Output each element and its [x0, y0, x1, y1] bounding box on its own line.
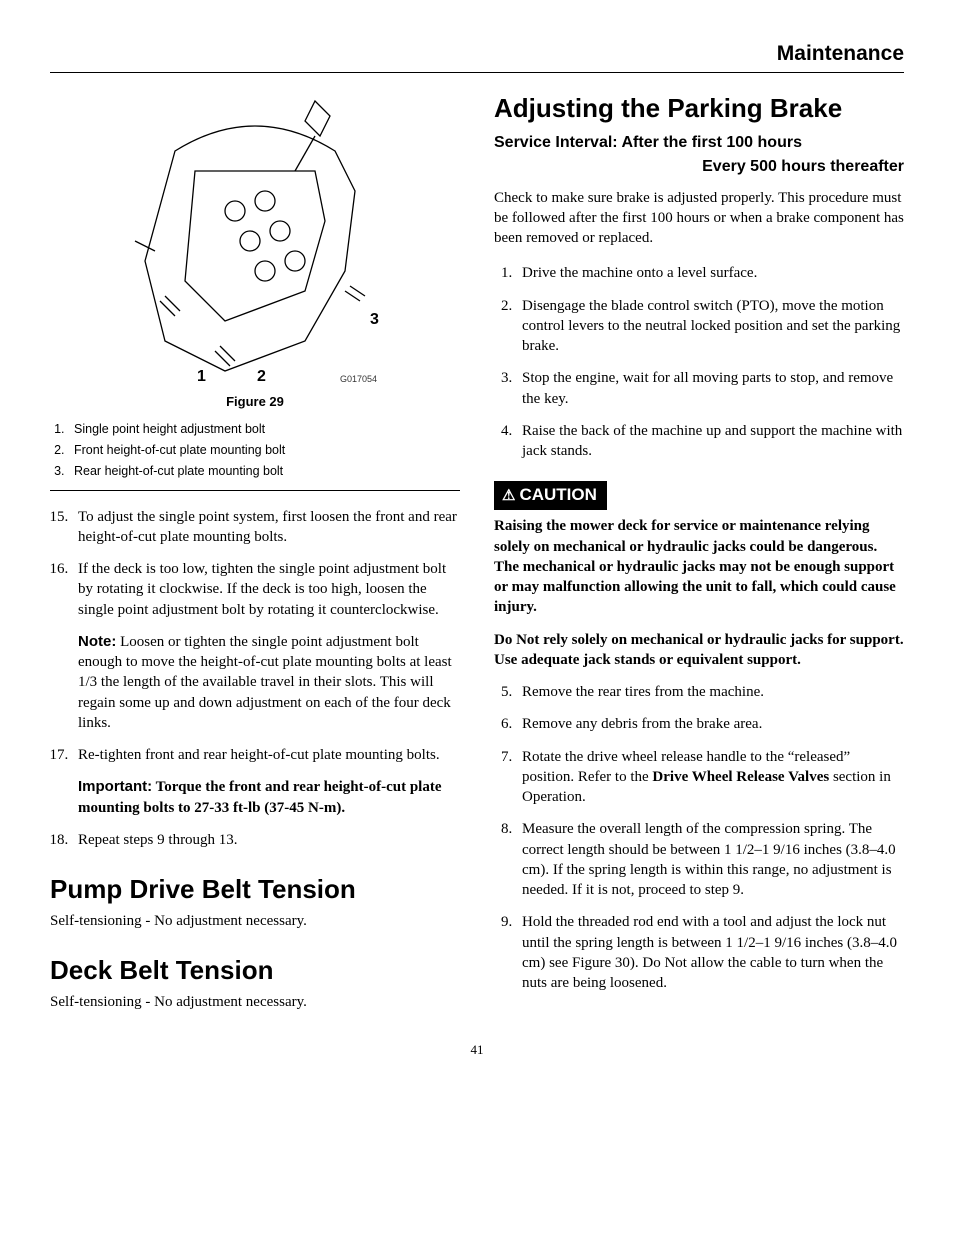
legend-item: Front height-of-cut plate mounting bolt	[68, 442, 460, 459]
step-16-text: If the deck is too low, tighten the sing…	[78, 561, 446, 618]
step-6: Remove any debris from the brake area.	[516, 714, 904, 734]
adjust-heading: Adjusting the Parking Brake	[494, 91, 904, 126]
step-17: Re-tighten front and rear height-of-cut …	[72, 745, 460, 818]
step-17-text: Re-tighten front and rear height-of-cut …	[78, 747, 440, 763]
pump-heading: Pump Drive Belt Tension	[50, 872, 460, 907]
procedure-list-right-a: Drive the machine onto a level surface. …	[494, 263, 904, 461]
caution-text: Raising the mower deck for service or ma…	[494, 516, 904, 670]
step-15: To adjust the single point system, first…	[72, 507, 460, 548]
right-column: Adjusting the Parking Brake Service Inte…	[494, 91, 904, 1012]
caution-badge: ⚠CAUTION	[494, 481, 607, 510]
deck-heading: Deck Belt Tension	[50, 953, 460, 988]
important-label: Important:	[78, 778, 152, 795]
step-5: Remove the rear tires from the machine.	[516, 682, 904, 702]
step-3: Stop the engine, wait for all moving par…	[516, 368, 904, 409]
warning-icon: ⚠	[502, 486, 515, 506]
caution-p2: Do Not rely solely on mechanical or hydr…	[494, 630, 904, 671]
note-label: Note:	[78, 633, 116, 650]
figure-callout-2: 2	[257, 366, 266, 388]
legend-item: Single point height adjustment bolt	[68, 421, 460, 438]
service-interval-1: Service Interval: After the first 100 ho…	[494, 132, 904, 154]
pump-body: Self-tensioning - No adjustment necessar…	[50, 911, 460, 931]
figure-29-image: 1 2 3 G017054	[105, 91, 405, 391]
step-8: Measure the overall length of the compre…	[516, 819, 904, 900]
legend-item: Rear height-of-cut plate mounting bolt	[68, 463, 460, 480]
content-columns: 1 2 3 G017054 Figure 29 Single point hei…	[50, 91, 904, 1012]
step-4: Raise the back of the machine up and sup…	[516, 421, 904, 462]
page-number: 41	[50, 1041, 904, 1059]
figure-callout-1: 1	[197, 366, 206, 388]
step-7: Rotate the drive wheel release handle to…	[516, 747, 904, 808]
step-2: Disengage the blade control switch (PTO)…	[516, 296, 904, 357]
mechanical-drawing-icon	[105, 91, 405, 391]
step-9: Hold the threaded rod end with a tool an…	[516, 912, 904, 993]
caution-label: CAUTION	[519, 485, 596, 504]
figure-caption: Figure 29	[50, 393, 460, 411]
step-16: If the deck is too low, tighten the sing…	[72, 559, 460, 733]
step-7b: Drive Wheel Release Valves	[652, 769, 829, 785]
note-body: Loosen or tighten the single point adjus…	[78, 634, 452, 731]
procedure-list-right-b: Remove the rear tires from the machine. …	[494, 682, 904, 993]
step-1: Drive the machine onto a level surface.	[516, 263, 904, 283]
adjust-intro: Check to make sure brake is adjusted pro…	[494, 188, 904, 249]
caution-p1: Raising the mower deck for service or ma…	[494, 516, 904, 617]
page-header: Maintenance	[50, 40, 904, 73]
deck-body: Self-tensioning - No adjustment necessar…	[50, 992, 460, 1012]
figure-legend: Single point height adjustment bolt Fron…	[68, 421, 460, 480]
left-column: 1 2 3 G017054 Figure 29 Single point hei…	[50, 91, 460, 1012]
step-18: Repeat steps 9 through 13.	[72, 830, 460, 850]
service-interval-2: Every 500 hours thereafter	[494, 156, 904, 178]
figure-callout-3: 3	[370, 309, 379, 331]
figure-gcode: G017054	[340, 373, 377, 385]
separator	[50, 490, 460, 491]
procedure-list-left: To adjust the single point system, first…	[50, 507, 460, 851]
